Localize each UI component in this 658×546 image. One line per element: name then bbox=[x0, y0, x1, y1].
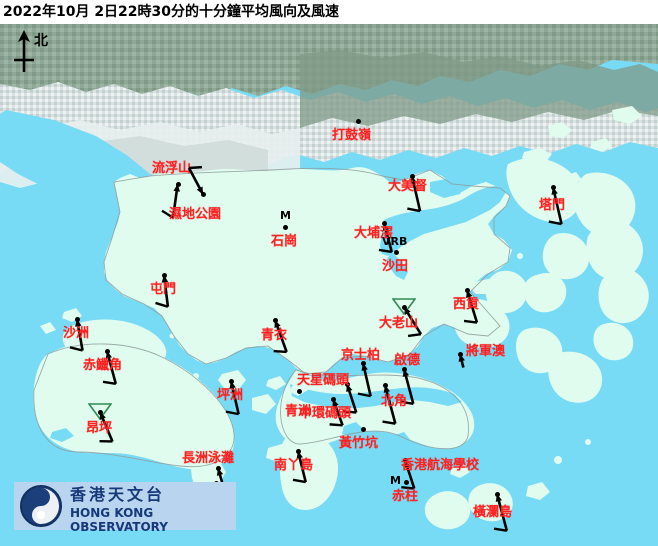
north-label: 北 bbox=[34, 33, 48, 49]
station-label: 沙田 bbox=[382, 259, 409, 274]
station-label: 黃竹坑 bbox=[339, 436, 379, 451]
station-dot bbox=[216, 466, 221, 471]
station-dot bbox=[176, 182, 181, 187]
station-dot bbox=[495, 492, 500, 497]
logo-text-en: HONG KONG OBSERVATORY bbox=[70, 506, 168, 534]
station-label: 香港航海學校 bbox=[401, 458, 480, 473]
station-dot bbox=[201, 192, 206, 197]
station-dot bbox=[297, 389, 302, 394]
station-label: 將軍澳 bbox=[466, 344, 506, 359]
station-label: 天星碼頭 bbox=[297, 373, 350, 388]
station-dot bbox=[403, 458, 408, 463]
station-label: 赤鱲角 bbox=[83, 358, 123, 373]
north-arrow-icon bbox=[14, 30, 34, 72]
station-label: 坪洲 bbox=[217, 388, 244, 403]
station-dot bbox=[229, 379, 234, 384]
station-label: 沙洲 bbox=[63, 326, 90, 341]
station-label: 濕地公園 bbox=[169, 207, 222, 222]
map-canvas: 北 打鼓嶺流浮山濕地公園 M 石崗 大美督塔門大埔滘 VRB 沙田西貢大老山 屯門沙洲赤鱲角… bbox=[0, 24, 658, 546]
station-label: 長洲泳灘 bbox=[182, 451, 235, 466]
station-dot bbox=[402, 367, 407, 372]
hko-logo: 香港天文台 HONG KONG OBSERVATORY bbox=[14, 482, 236, 534]
wind-barb-icon bbox=[357, 362, 372, 398]
station-label: 大埔滘 bbox=[354, 226, 394, 241]
station-label: 打鼓嶺 bbox=[332, 128, 372, 143]
station-dot bbox=[382, 221, 387, 226]
logo-text-cn: 香港天文台 bbox=[70, 485, 166, 504]
wind-barb-icon bbox=[458, 353, 465, 368]
wind-barb-icon bbox=[401, 459, 416, 490]
station-label: 昂坪 bbox=[86, 421, 113, 436]
station-label: 南丫島 bbox=[274, 458, 314, 473]
title-bar: 2022年10月 2日22時30分的十分鐘平均風向及風速 bbox=[0, 0, 658, 24]
station-dot bbox=[273, 318, 278, 323]
station-dot bbox=[361, 427, 366, 432]
station-dot bbox=[331, 397, 336, 402]
station-dot bbox=[394, 250, 399, 255]
station-label: 西貢 bbox=[453, 297, 480, 312]
station-dot bbox=[283, 225, 288, 230]
station-label: 青衣 bbox=[261, 328, 288, 343]
station-dot bbox=[162, 273, 167, 278]
station-label: 塔門 bbox=[539, 198, 566, 213]
station-label: 赤柱 bbox=[392, 489, 419, 504]
station-label: 石崗 bbox=[271, 234, 298, 249]
station-label: 橫瀾島 bbox=[473, 505, 513, 520]
station-dot bbox=[105, 349, 110, 354]
station-dot bbox=[458, 352, 463, 357]
station-label: 屯門 bbox=[150, 282, 177, 297]
station-dot bbox=[383, 383, 388, 388]
station-label: 啟德 bbox=[394, 353, 421, 368]
station-dot bbox=[98, 410, 103, 415]
page-title: 2022年10月 2日22時30分的十分鐘平均風向及風速 bbox=[3, 4, 340, 20]
variable-wind-marker: VRB bbox=[382, 235, 408, 248]
station-dot bbox=[410, 174, 415, 179]
station-label: 北角 bbox=[381, 394, 408, 409]
station-dot bbox=[465, 288, 470, 293]
elevated-station-triangle-icon bbox=[88, 403, 112, 420]
hko-emblem-icon bbox=[20, 485, 62, 527]
station-dot bbox=[551, 185, 556, 190]
elevated-station-triangle-icon bbox=[392, 298, 416, 315]
north-arrow: 北 bbox=[8, 28, 68, 76]
station-dot bbox=[361, 361, 366, 366]
wind-barb-icon bbox=[161, 183, 181, 219]
calm-marker: M bbox=[280, 209, 291, 222]
station-label: 青洲 bbox=[285, 404, 312, 419]
station-label: 流浮山 bbox=[152, 161, 192, 176]
calm-marker: M bbox=[390, 474, 401, 487]
station-dot bbox=[402, 305, 407, 310]
station-label: 京士柏 bbox=[341, 348, 381, 363]
basemap-graphic bbox=[0, 24, 658, 546]
station-label: 中環碼頭 bbox=[299, 406, 352, 421]
station-dot bbox=[356, 119, 361, 124]
station-dot bbox=[296, 449, 301, 454]
station-label: 大美督 bbox=[388, 179, 428, 194]
wind-barb-icon bbox=[155, 274, 170, 308]
station-label: 大老山 bbox=[379, 316, 419, 331]
station-dot bbox=[75, 317, 80, 322]
station-dot bbox=[404, 480, 409, 485]
station-dot bbox=[345, 382, 350, 387]
